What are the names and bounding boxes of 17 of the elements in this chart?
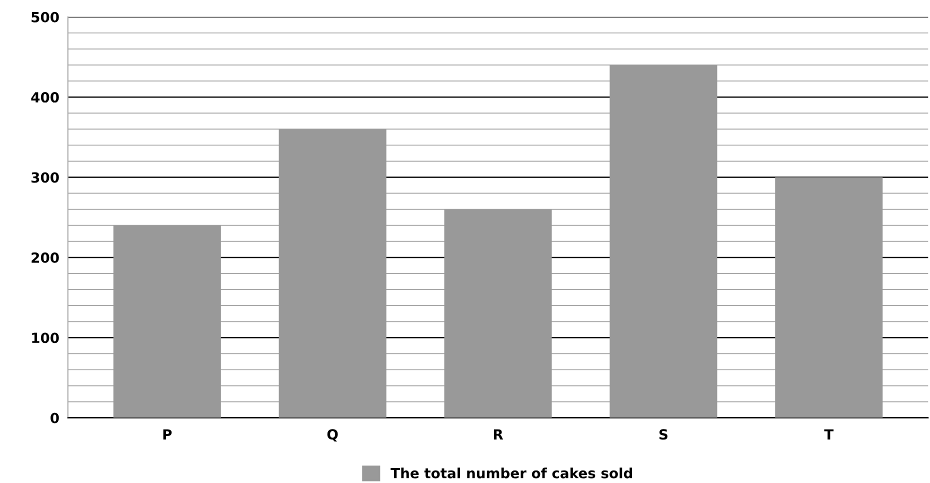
x-tick-label: R — [494, 429, 504, 440]
bar — [610, 65, 718, 418]
x-tick-label: Q — [327, 429, 338, 442]
bar — [278, 129, 386, 418]
x-tick-label: S — [659, 429, 668, 440]
y-tick-label: 400 — [31, 92, 59, 103]
bar — [113, 225, 221, 418]
y-tick-label: 100 — [32, 332, 59, 344]
bar — [775, 177, 883, 418]
legend-label: The total number of cakes sold — [390, 468, 632, 478]
x-tick-label: P — [163, 429, 172, 440]
x-tick-label: T — [824, 429, 834, 440]
y-tick-label: 300 — [31, 172, 59, 183]
y-tick-label: 500 — [32, 12, 59, 22]
bar — [444, 209, 552, 418]
y-tick-label: 0 — [50, 412, 59, 424]
y-tick-label: 200 — [32, 252, 59, 263]
